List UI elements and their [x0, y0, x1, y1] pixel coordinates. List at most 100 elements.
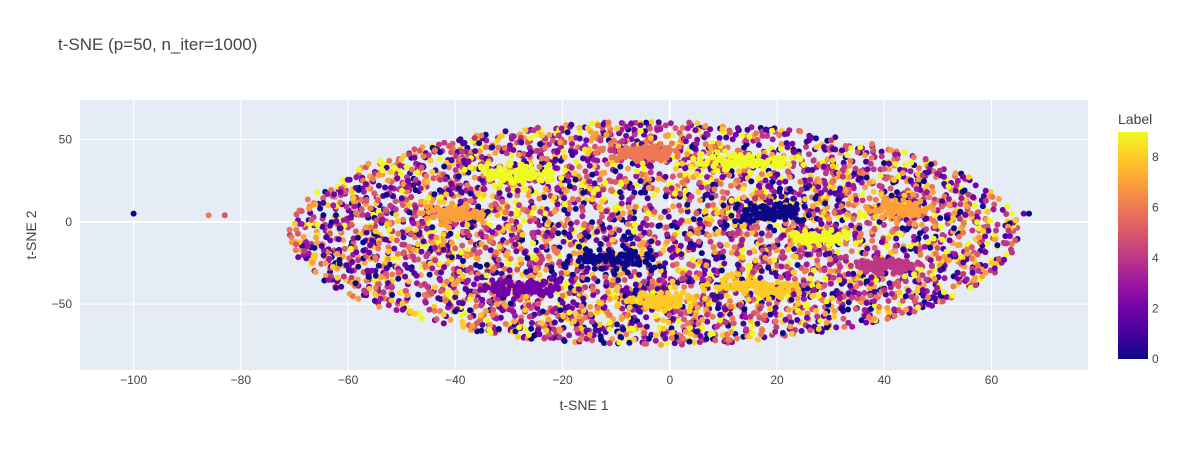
scatter-point [841, 316, 847, 322]
scatter-point [405, 178, 411, 184]
scatter-point [606, 241, 612, 247]
scatter-point [831, 210, 837, 216]
scatter-point [663, 133, 669, 139]
scatter-point [375, 197, 381, 203]
scatter-point [952, 251, 958, 257]
scatter-point [349, 275, 355, 281]
scatter-point [938, 224, 944, 230]
scatter-point [370, 176, 376, 182]
scatter-point [356, 167, 362, 173]
scatter-point [539, 244, 545, 250]
scatter-point [994, 242, 1000, 248]
scatter-point [567, 206, 573, 212]
scatter-point [349, 259, 355, 265]
scatter-point [382, 185, 388, 191]
scatter-point [960, 189, 966, 195]
scatter-point [479, 297, 485, 303]
scatter-point [472, 135, 478, 141]
scatter-point [705, 132, 711, 138]
scatter-point [537, 260, 543, 266]
scatter-point [468, 191, 474, 197]
scatter-point [957, 209, 963, 215]
scatter-point [604, 208, 610, 214]
scatter-point [459, 243, 465, 249]
scatter-point [878, 173, 884, 179]
scatter-point [562, 154, 568, 160]
scatter-point [773, 318, 779, 324]
scatter-point [677, 172, 683, 178]
scatter-point [542, 145, 548, 151]
scatter-point [478, 312, 484, 318]
scatter-point [363, 197, 369, 203]
scatter-point [445, 291, 451, 297]
scatter-point [528, 135, 534, 141]
scatter-point [413, 205, 419, 211]
scatter-point [385, 256, 391, 262]
scatter-point [821, 267, 827, 273]
scatter-point [693, 141, 699, 147]
scatter-point [666, 214, 672, 220]
scatter-point [505, 223, 511, 229]
scatter-point [853, 306, 859, 312]
scatter-point [366, 274, 372, 280]
scatter-point [638, 225, 644, 231]
scatter-point [341, 274, 347, 280]
scatter-point [508, 218, 514, 224]
scatter-point [741, 194, 747, 200]
scatter-point [695, 305, 701, 311]
scatter-point [822, 282, 828, 288]
scatter-point [969, 228, 975, 234]
scatter-point [964, 276, 970, 282]
scatter-point [382, 207, 388, 213]
scatter-point [912, 221, 918, 227]
scatter-point [734, 251, 740, 257]
scatter-point [496, 224, 502, 230]
scatter-point [637, 309, 643, 315]
scatter-point [864, 220, 870, 226]
scatter-point [868, 161, 874, 167]
scatter-point [511, 226, 517, 232]
scatter-point [814, 258, 820, 264]
scatter-point [535, 229, 541, 235]
scatter-point [631, 215, 637, 221]
scatter-point [685, 320, 691, 326]
scatter-point [590, 287, 596, 293]
scatter-point [577, 136, 583, 142]
scatter-point [752, 258, 758, 264]
scatter-point [369, 268, 375, 274]
scatter-point [597, 138, 603, 144]
scatter-point [599, 214, 605, 220]
scatter-point [644, 324, 650, 330]
scatter-point [477, 264, 483, 270]
scatter-point [574, 268, 580, 274]
scatter-point [903, 293, 909, 299]
scatter-point [336, 236, 342, 242]
scatter-point [731, 320, 737, 326]
scatter-point [986, 228, 992, 234]
scatter-point [973, 282, 979, 288]
scatter-point [589, 319, 595, 325]
scatter-point [972, 203, 978, 209]
scatter-point [719, 127, 725, 133]
scatter-point [971, 277, 977, 283]
scatter-point [649, 284, 655, 290]
scatter-point [401, 234, 407, 240]
scatter-point [546, 317, 552, 323]
scatter-point [660, 317, 666, 323]
scatter-point [686, 218, 692, 224]
scatter-point [600, 187, 606, 193]
scatter-point [689, 194, 695, 200]
scatter-point [928, 161, 934, 167]
scatter-point [858, 231, 864, 237]
scatter-point [942, 275, 948, 281]
scatter-point [552, 209, 558, 215]
scatter-point [757, 306, 763, 312]
scatter-point [641, 341, 647, 347]
scatter-point [419, 315, 425, 321]
scatter-point [391, 246, 397, 252]
scatter-point [776, 132, 782, 138]
scatter-point [957, 216, 963, 222]
scatter-point [459, 149, 465, 155]
scatter-point [920, 172, 926, 178]
scatter-point [595, 122, 601, 128]
